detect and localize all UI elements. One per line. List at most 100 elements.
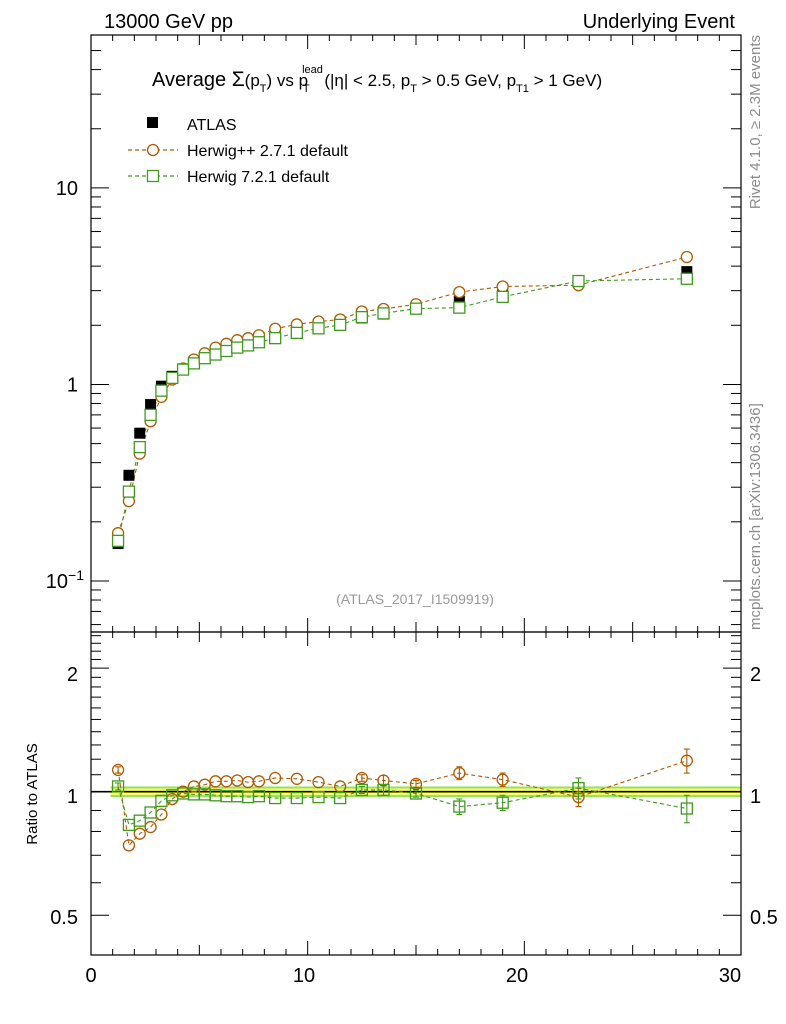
herwig7-point	[572, 274, 585, 288]
series-line-1	[117, 256, 687, 534]
atlas-point	[123, 469, 135, 481]
herwig7-point	[453, 301, 466, 314]
ratio-herwig7-point	[355, 783, 368, 797]
legend-label-herwigpp: Herwig++ 2.7.1 default	[187, 143, 349, 160]
main-y-tick-labels: 10−1 1 10	[46, 178, 84, 593]
herwig7-point	[496, 290, 509, 304]
ratio-herwig7-point	[496, 796, 509, 809]
ratio-herwig7-point	[252, 790, 266, 803]
ratio-herwig7-point	[453, 800, 466, 813]
herwig7-point	[409, 302, 423, 315]
herwig7-point	[166, 371, 179, 385]
ratio-herwig7-point	[290, 791, 303, 805]
main-panel: 10−1 1 10 Average Σ(pT) vs plead T (|η| < 2…	[46, 34, 742, 633]
herwig7-point	[680, 272, 693, 285]
ratio-herwigpp-point	[496, 773, 509, 786]
series-line-2	[117, 278, 687, 541]
herwig7-point	[155, 384, 168, 397]
legend-label-herwig7: Herwig 7.2.1 default	[187, 169, 330, 186]
ratio-tick-label-left-1: 1	[67, 786, 78, 808]
ratio-herwigpp-point	[290, 772, 303, 785]
herwig7-point	[187, 357, 201, 370]
ratio-y-axis-label: Ratio to ATLAS	[24, 743, 41, 844]
ratio-herwig7-point	[572, 782, 585, 795]
header-right: Underlying Event	[583, 11, 736, 33]
ratio-herwig7-point	[377, 783, 390, 797]
main-series-lines	[117, 256, 687, 541]
ratio-tick-label-right-1: 1	[750, 786, 761, 808]
herwigpp-point	[496, 280, 509, 293]
ratio-herwigpp-point	[111, 763, 125, 777]
atlas-point	[145, 399, 157, 411]
analysis-id: (ATLAS_2017_I1509919)	[336, 591, 494, 607]
main-y-tick-label: 1	[67, 374, 78, 396]
ratio-herwigpp-point	[409, 777, 423, 791]
atlas-point	[681, 266, 693, 278]
ratio-herwigpp-point	[355, 771, 368, 785]
herwig7-point	[252, 336, 266, 349]
legend-marker-atlas	[147, 117, 158, 128]
ratio-herwigpp-point	[198, 778, 211, 791]
ratio-herwig7-point	[312, 790, 325, 804]
herwig7-point	[220, 344, 233, 358]
herwig7-point	[334, 318, 347, 332]
herwig7-point	[144, 408, 157, 422]
ratio-tick-label-left-2: 2	[67, 664, 78, 686]
mcplots-label: mcplots.cern.ch [arXiv:1306.3436]	[747, 403, 764, 630]
herwig7-point	[122, 485, 136, 498]
herwig7-point	[231, 341, 244, 354]
herwig7-point	[111, 534, 125, 548]
x-tick-label-20: 20	[506, 965, 528, 987]
legend-marker-herwig7	[146, 169, 160, 183]
ratio-herwigpp-point	[144, 820, 157, 834]
herwig7-point	[269, 332, 282, 345]
ratio-line-0	[117, 760, 688, 847]
atlas-point	[134, 427, 146, 439]
ratio-herwig7-point	[133, 814, 146, 827]
ratio-herwigpp-point	[252, 775, 266, 788]
ratio-series-points	[111, 748, 693, 852]
ratio-frame	[90, 631, 742, 956]
herwig7-point	[377, 307, 390, 320]
ratio-herwig7-point	[269, 791, 282, 805]
ratio-series-lines	[117, 760, 688, 847]
ratio-herwig7-point	[334, 791, 347, 805]
ratio-herwig7-point	[680, 802, 693, 815]
main-y-tick-label: 10	[56, 178, 78, 200]
ratio-herwig7-point	[111, 780, 125, 793]
herwig7-point	[176, 363, 190, 376]
main-series-points	[111, 250, 693, 550]
atlas-point	[453, 295, 465, 307]
rivet-label: Rivet 4.1.0, ≥ 2.3M events	[747, 35, 764, 209]
herwig7-point	[355, 311, 368, 324]
legend-label-atlas: ATLAS	[187, 117, 237, 134]
ratio-herwigpp-point	[680, 754, 693, 767]
ratio-herwig7-point	[144, 806, 157, 819]
ratio-herwigpp-point	[312, 776, 325, 789]
ratio-tick-label-left-05: 0.5	[50, 907, 78, 929]
x-tick-label-30: 30	[719, 965, 741, 987]
ratio-panel: 2 1 0.5 2 1 0.5 Ratio to ATLAS 0 10 20 3…	[24, 631, 778, 987]
x-tick-label-0: 0	[85, 965, 96, 987]
herwig7-point	[241, 339, 255, 352]
legend: ATLAS Herwig++ 2.7.1 default Herwig 7.2.…	[128, 117, 349, 186]
header-left: 13000 GeV pp	[104, 11, 233, 33]
herwigpp-point	[680, 250, 693, 264]
legend-marker-herwigpp	[146, 143, 160, 157]
herwig7-point	[290, 326, 303, 340]
ratio-herwigpp-point	[453, 766, 466, 780]
plot-title: Average Σ(pT) vs plead T (|η| < 2.5, pT >…	[152, 64, 602, 95]
main-y-tick-label: 10−1	[46, 567, 84, 593]
main-ticks	[90, 34, 742, 632]
x-tick-label-10: 10	[293, 965, 315, 987]
ratio-tick-label-right-2: 2	[750, 664, 761, 686]
herwigpp-point	[453, 285, 466, 299]
ratio-herwigpp-point	[122, 839, 136, 852]
herwig7-point	[198, 352, 211, 365]
ratio-herwig7-point	[409, 787, 423, 800]
herwig7-point	[209, 348, 222, 361]
herwig7-point	[312, 322, 325, 335]
ratio-herwigpp-point	[133, 827, 146, 840]
